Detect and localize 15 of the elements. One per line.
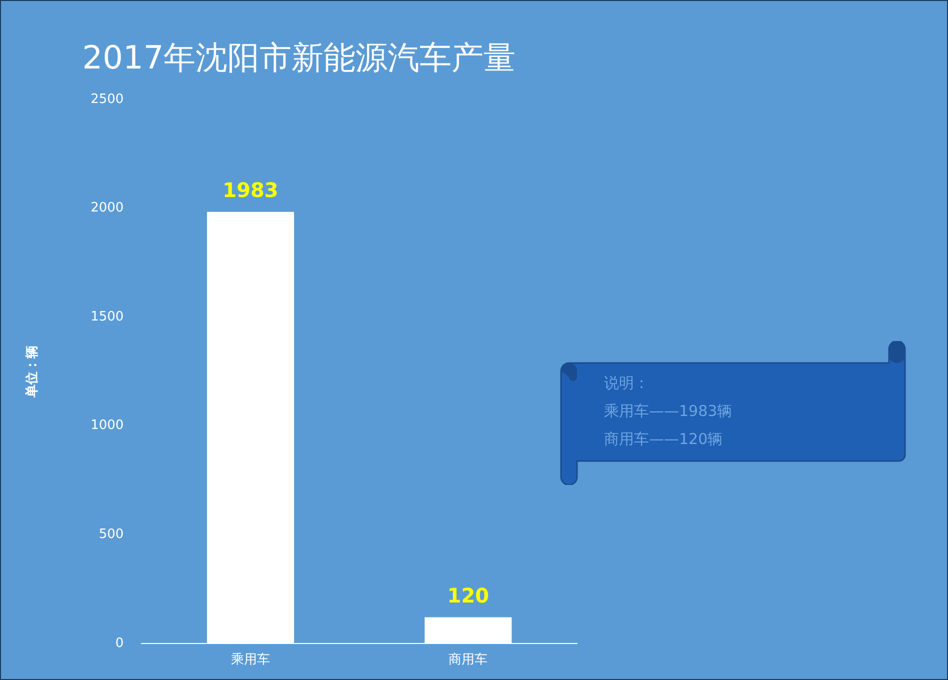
data-label: 1983 <box>222 178 278 202</box>
x-tick-label: 商用车 <box>448 652 488 668</box>
data-label: 120 <box>447 583 490 608</box>
chart-title: 2017年沈阳市新能源汽车产量 <box>82 38 516 77</box>
y-tick-label: 2000 <box>90 200 124 216</box>
y-axis-title: 单位：辆 <box>24 345 40 398</box>
y-tick-label: 1500 <box>90 309 124 324</box>
y-tick-label: 2500 <box>90 92 124 107</box>
text: 乘用车——1983辆 <box>604 401 732 422</box>
text: 说明： <box>604 373 650 394</box>
y-tick-label: 500 <box>98 526 124 542</box>
x-tick-label: 乘用车 <box>231 652 270 668</box>
y-tick-label: 1000 <box>90 418 124 434</box>
text: 商用车——120辆 <box>604 429 724 450</box>
y-tick-label: 0 <box>115 636 124 651</box>
